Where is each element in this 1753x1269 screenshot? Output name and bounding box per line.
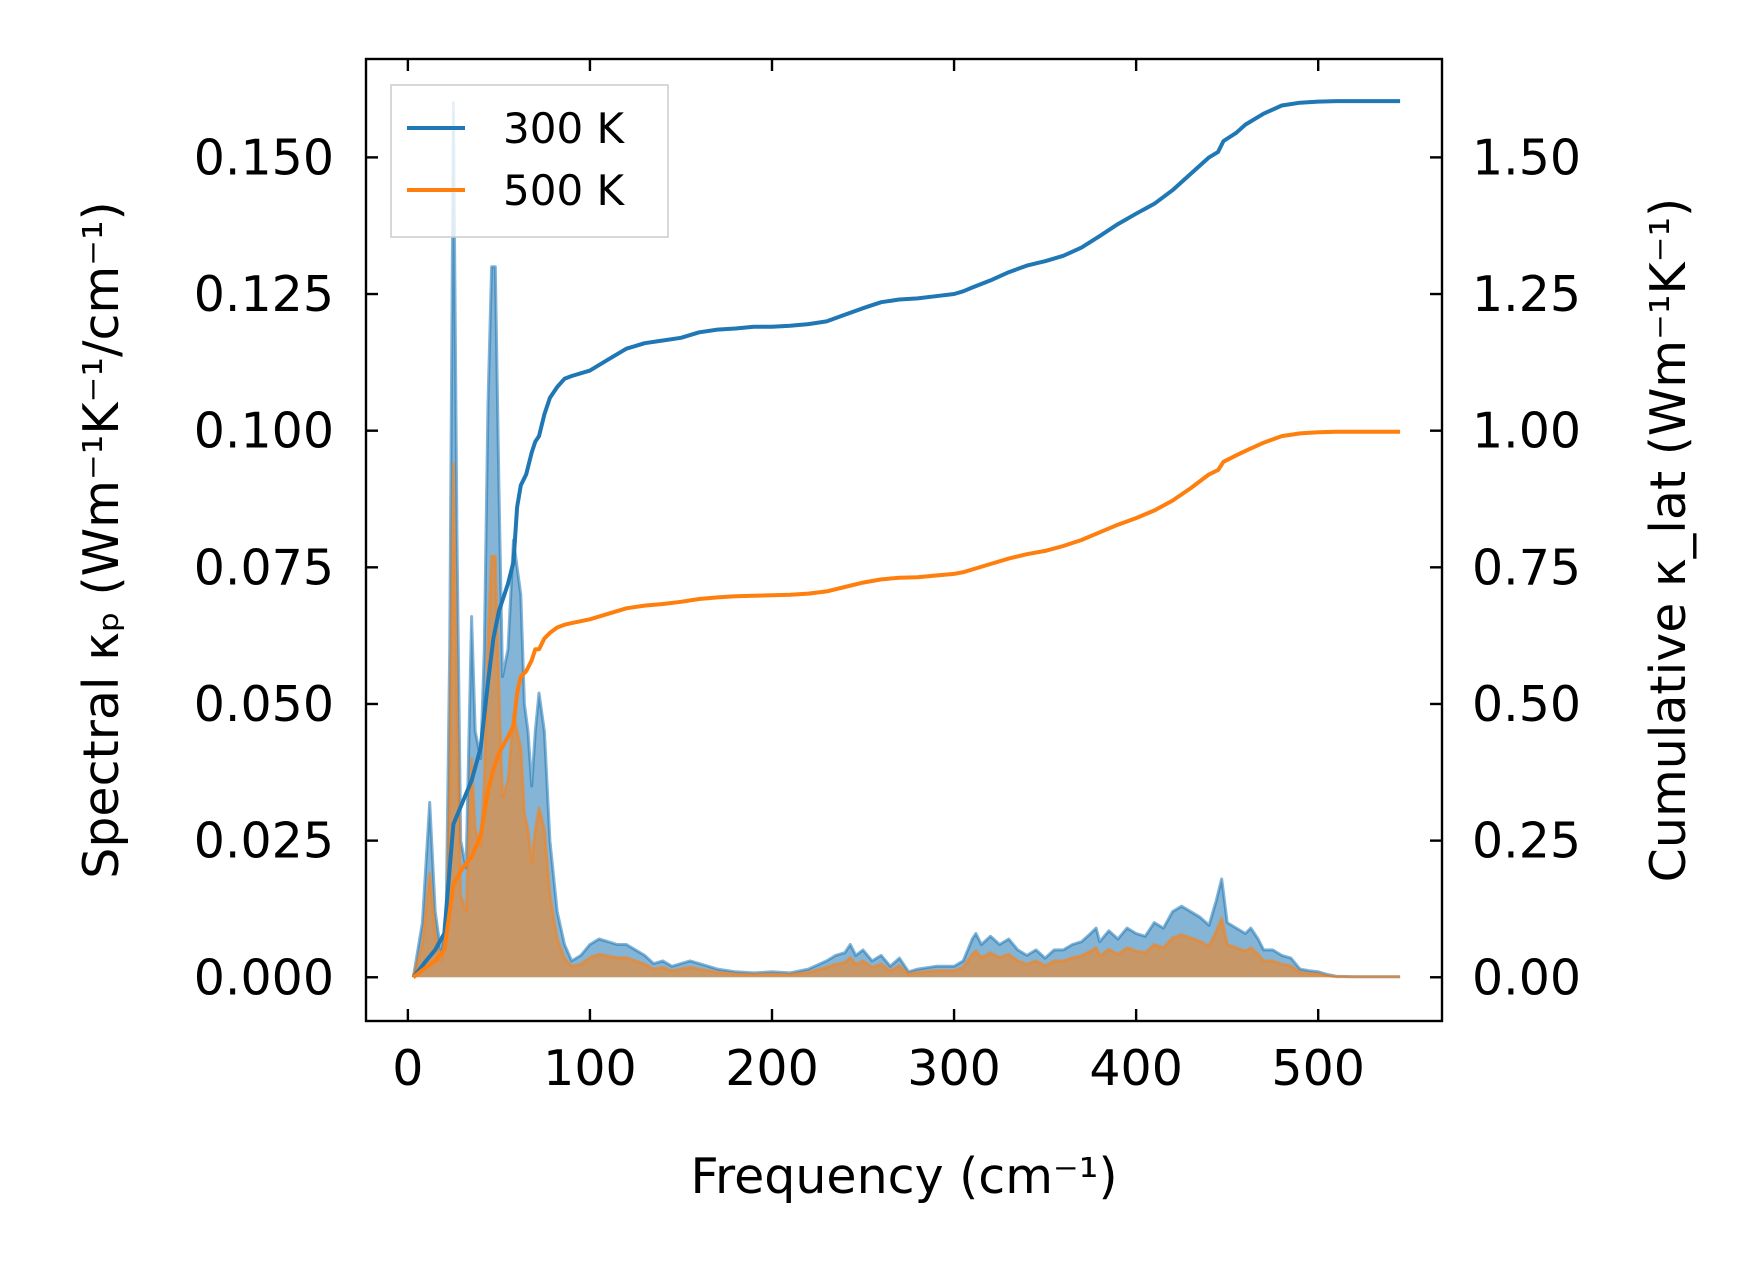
x-tick-label: 300 — [907, 1040, 1001, 1097]
x-tick-label: 400 — [1089, 1040, 1183, 1097]
y-right-tick-label: 0.25 — [1472, 813, 1581, 870]
legend-box — [390, 84, 669, 238]
y-left-tick-label: 0.000 — [194, 949, 334, 1006]
x-tick-label: 200 — [725, 1040, 819, 1097]
spectral-area-500k — [413, 463, 1401, 978]
x-tick-label: 100 — [543, 1040, 637, 1097]
y-left-axis-ticks: 0.000 0.025 0.050 0.075 0.100 0.125 0.150 — [194, 129, 378, 1006]
cumulative-line-500k — [412, 429, 1401, 979]
y-right-tick-label: 0.50 — [1472, 676, 1581, 733]
y-left-axis-title: Spectral κₚ (Wm⁻¹K⁻¹/cm⁻¹) — [73, 201, 130, 879]
x-tick-label: 0 — [392, 1040, 423, 1097]
x-axis-ticks: 0 100 200 300 400 500 — [392, 59, 1365, 1097]
legend: 300 K 500 K — [390, 84, 669, 238]
x-axis-title: Frequency (cm⁻¹) — [690, 1148, 1117, 1205]
y-left-tick-label: 0.050 — [194, 676, 334, 733]
y-right-tick-label: 0.00 — [1472, 949, 1581, 1006]
plot-frame — [364, 57, 1444, 1023]
x-tick-label: 500 — [1271, 1040, 1365, 1097]
y-right-axis-ticks: 0.00 0.25 0.50 0.75 1.00 1.25 1.50 — [1430, 129, 1581, 1006]
y-right-tick-label: 1.00 — [1472, 403, 1581, 460]
cumulative-line-group — [411, 99, 1401, 979]
legend-label-300k: 300 K — [503, 104, 626, 153]
spectral-area-group — [413, 102, 1401, 978]
y-right-tick-label: 1.25 — [1472, 266, 1581, 323]
legend-label-500k: 500 K — [503, 166, 626, 215]
spectral-line-500k — [411, 462, 1401, 979]
y-right-axis-title: Cumulative κ_lat (Wm⁻¹K⁻¹) — [1640, 198, 1697, 883]
spectral-line-group — [411, 101, 1401, 979]
y-left-tick-label: 0.025 — [194, 813, 334, 870]
y-left-tick-label: 0.075 — [194, 539, 334, 596]
y-left-tick-label: 0.150 — [194, 129, 334, 186]
cumulative-line-300k — [411, 99, 1401, 979]
y-right-tick-label: 1.50 — [1472, 129, 1581, 186]
y-left-tick-label: 0.100 — [194, 403, 334, 460]
spectral-line-300k — [411, 101, 1401, 979]
y-left-tick-label: 0.125 — [194, 266, 334, 323]
y-right-tick-label: 0.75 — [1472, 539, 1581, 596]
